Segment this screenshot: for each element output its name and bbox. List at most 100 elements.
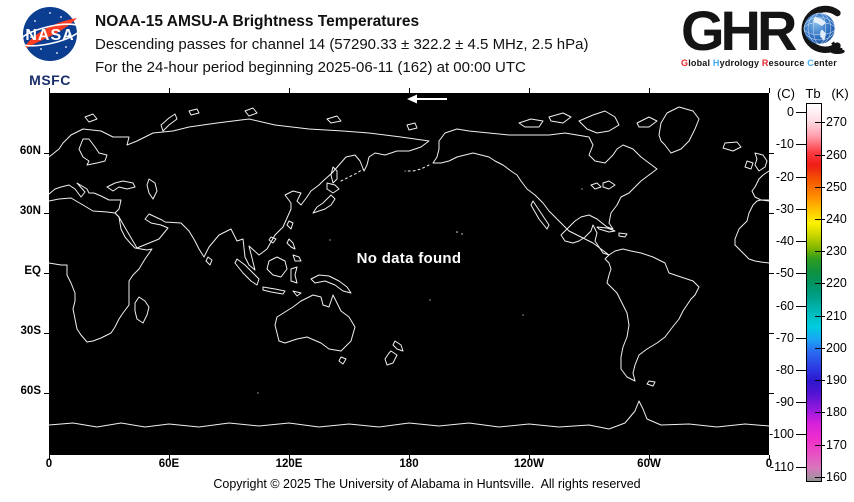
lon-tick-top	[649, 88, 650, 93]
no-data-message: No data found	[356, 250, 462, 267]
kelvin-tick	[815, 316, 825, 317]
kelvin-tick	[815, 155, 825, 156]
kelvin-tick	[815, 251, 825, 252]
celsius-tick	[796, 177, 806, 178]
kelvin-tick	[815, 380, 825, 381]
lon-tick-top	[289, 88, 290, 93]
kelvin-tick	[815, 348, 825, 349]
kelvin-tick-label-180: 180	[826, 405, 847, 419]
celsius-tick-label--100: -100	[768, 427, 794, 441]
kelvin-tick	[815, 187, 825, 188]
lon-tick-top	[409, 88, 410, 93]
celsius-tick	[796, 241, 806, 242]
copyright-text: Copyright © 2025 The University of Alaba…	[213, 477, 641, 491]
celsius-tick-label--80: -80	[775, 363, 794, 377]
celsius-tick	[796, 467, 806, 468]
lat-tick-left	[44, 153, 49, 154]
ghrc-tagline-initial: R	[761, 58, 769, 68]
lon-tick-top	[769, 88, 770, 93]
celsius-tick-label--20: -20	[775, 170, 794, 184]
kelvin-tick-label-190: 190	[826, 373, 847, 387]
ghrc-tagline-word: esource	[768, 58, 808, 68]
lon-tick-bottom	[409, 455, 410, 460]
celsius-tick-label--90: -90	[775, 395, 794, 409]
header-titles: NOAA-15 AMSU-A Brightness Temperatures D…	[95, 10, 588, 79]
celsius-tick	[796, 112, 806, 113]
ghrc-tagline-word: lobal	[688, 58, 713, 68]
lat-tick-left	[44, 333, 49, 334]
page-subtitle-channel: Descending passes for channel 14 (57290.…	[95, 36, 589, 53]
celsius-tick	[796, 209, 806, 210]
lon-tick-top	[169, 88, 170, 93]
ghrc-logo-block: GHR	[681, 2, 846, 68]
ghrc-tagline-initial: H	[712, 58, 720, 68]
lat-tick-right	[769, 153, 774, 154]
kelvin-tick	[815, 477, 825, 478]
kelvin-tick-label-220: 220	[826, 276, 847, 290]
ghrc-tagline-word: enter	[813, 58, 837, 68]
celsius-tick	[796, 144, 806, 145]
kelvin-tick	[815, 445, 825, 446]
lat-tick-right	[769, 213, 774, 214]
lon-tick-bottom	[769, 455, 770, 460]
celsius-tick	[796, 306, 806, 307]
ghrc-tagline: Global Hydrology Resource Center	[681, 58, 846, 68]
lat-label-30N: 30N	[19, 205, 41, 217]
ghrc-globe-icon	[801, 5, 846, 54]
celsius-tick-label--30: -30	[775, 202, 794, 216]
kelvin-tick-label-250: 250	[826, 180, 847, 194]
lat-tick-right	[769, 393, 774, 394]
ghrc-tagline-initial: G	[681, 58, 689, 68]
nasa-meatball-icon: NASA	[18, 7, 82, 61]
page-subtitle-period: For the 24-hour period beginning 2025-06…	[95, 59, 526, 76]
lat-tick-right	[769, 333, 774, 334]
lon-label-0-0: 0	[45, 458, 53, 470]
ghrc-tagline-word: ydrology	[719, 58, 762, 68]
kelvin-tick	[815, 122, 825, 123]
lat-label-30S: 30S	[20, 325, 41, 337]
kelvin-tick-label-270: 270	[826, 115, 847, 129]
kelvin-tick-label-170: 170	[826, 438, 847, 452]
lat-tick-right	[769, 273, 774, 274]
lon-tick-bottom	[649, 455, 650, 460]
kelvin-tick	[815, 412, 825, 413]
celsius-tick-label--110: -110	[769, 460, 794, 474]
lat-label-EQ: EQ	[24, 265, 41, 277]
kelvin-tick	[815, 219, 825, 220]
kelvin-tick-label-210: 210	[826, 309, 847, 323]
celsius-tick-label--60: -60	[775, 299, 794, 313]
celsius-tick	[796, 273, 806, 274]
ghrc-letters: GHR	[681, 2, 846, 60]
lat-label-60N: 60N	[19, 145, 41, 157]
celsius-tick	[796, 434, 806, 435]
ghrc-tagline-initial: C	[807, 58, 814, 68]
celsius-tick-label--10: -10	[775, 137, 794, 151]
lon-tick-top	[529, 88, 530, 93]
kelvin-tick-label-240: 240	[826, 212, 847, 226]
colorbar-unit-kelvin: (K)	[831, 86, 849, 101]
lat-tick-left	[44, 213, 49, 214]
celsius-tick	[796, 370, 806, 371]
kelvin-tick-label-260: 260	[826, 148, 847, 162]
kelvin-tick-label-160: 160	[826, 470, 847, 484]
colorbar-unit-celsius: (C)	[776, 86, 796, 101]
lat-tick-left	[44, 273, 49, 274]
lon-label-120W-4: 120W	[513, 458, 545, 470]
lon-label-0-6: 0	[765, 458, 773, 470]
lon-label-60E-1: 60E	[158, 458, 180, 470]
celsius-tick	[796, 402, 806, 403]
celsius-tick	[796, 338, 806, 339]
kelvin-tick-label-230: 230	[826, 244, 847, 258]
celsius-tick-label-0: 0	[787, 105, 794, 119]
kelvin-tick-label-200: 200	[826, 341, 847, 355]
lat-label-60S: 60S	[20, 385, 41, 397]
lon-tick-bottom	[169, 455, 170, 460]
msfc-label: MSFC	[29, 72, 71, 88]
lon-label-180-3: 180	[399, 458, 419, 470]
celsius-tick-label--40: -40	[775, 234, 794, 248]
lon-label-60W-5: 60W	[637, 458, 661, 470]
celsius-tick-label--50: -50	[775, 266, 794, 280]
lon-tick-top	[49, 88, 50, 93]
svg-text:NASA: NASA	[25, 27, 74, 44]
